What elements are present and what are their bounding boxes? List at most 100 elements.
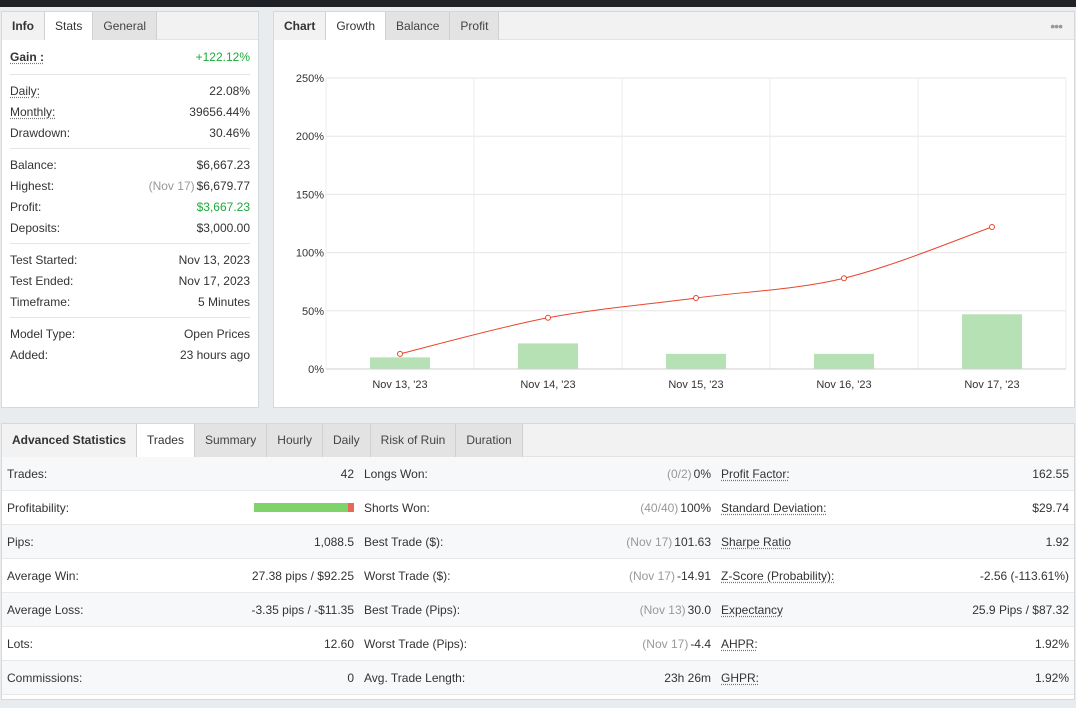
average-loss-row: Average Loss: -3.35 pips / -$11.35	[2, 593, 359, 627]
growth-point	[989, 223, 995, 230]
profitability-bar-win	[254, 503, 348, 512]
profitability-bar	[254, 503, 354, 512]
best-trade-pips-row: Best Trade (Pips): (Nov 13) 30.0	[359, 593, 716, 627]
test-started-row: Test Started: Nov 13, 2023	[10, 249, 250, 270]
x-tick-label: Nov 14, '23	[520, 379, 575, 391]
standard-deviation-label[interactable]: Standard Deviation:	[721, 500, 827, 515]
tab-duration[interactable]: Duration	[456, 424, 523, 457]
standard-deviation-row: Standard Deviation: $29.74	[716, 491, 1074, 525]
stats-column-3: Profit Factor: 162.55 Standard Deviation…	[716, 457, 1074, 695]
tab-general[interactable]: General	[93, 12, 158, 40]
monthly-row: Monthly: 39656.44%	[10, 101, 250, 122]
tab-daily[interactable]: Daily	[322, 424, 371, 457]
monthly-label[interactable]: Monthly:	[10, 104, 56, 119]
pips-label: Pips:	[7, 534, 34, 549]
profit-row: Profit: $3,667.23	[10, 196, 250, 217]
tab-growth[interactable]: Growth	[326, 12, 387, 40]
highest-row: Highest: (Nov 17) $6,679.77	[10, 175, 250, 196]
chart-tabs: Chart Growth Balance Profit	[274, 12, 1074, 40]
expectancy-label[interactable]: Expectancy	[721, 602, 784, 617]
balance-value: $6,667.23	[196, 157, 250, 172]
gain-label[interactable]: Gain :	[10, 50, 45, 64]
info-tabs: Info Stats General	[2, 12, 258, 40]
deposits-label: Deposits:	[10, 220, 61, 235]
balance-label: Balance:	[10, 157, 57, 172]
profitability-row: Profitability:	[2, 491, 359, 525]
timeframe-value: 5 Minutes	[197, 294, 250, 309]
avg-trade-length-value: 23h 26m	[664, 670, 711, 685]
tab-advanced-statistics[interactable]: Advanced Statistics	[2, 424, 138, 457]
y-tick-label: 200%	[296, 131, 324, 143]
tab-balance[interactable]: Balance	[386, 12, 451, 40]
stats-column-1: Trades: 42 Profitability: Pips: 1,088.5 …	[2, 457, 359, 695]
ahpr-label[interactable]: AHPR:	[721, 636, 758, 651]
commissions-row: Commissions: 0	[2, 661, 359, 695]
z-score-value: -2.56 (-113.61%)	[979, 568, 1069, 583]
info-panel: Info Stats General Gain : +122.12% Daily…	[1, 11, 259, 408]
timeframe-row: Timeframe: 5 Minutes	[10, 291, 250, 312]
pips-row: Pips: 1,088.5	[2, 525, 359, 559]
ghpr-value: 1.92%	[1034, 670, 1069, 685]
best-trade-pips-label: Best Trade (Pips):	[364, 602, 461, 617]
test-ended-row: Test Ended: Nov 17, 2023	[10, 270, 250, 291]
worst-trade-pips-value: -4.4	[690, 636, 711, 651]
expectancy-value: 25.9 Pips / $87.32	[972, 602, 1069, 617]
tab-info[interactable]: Info	[2, 12, 45, 40]
lots-label: Lots:	[7, 636, 34, 651]
test-started-label: Test Started:	[10, 252, 78, 267]
worst-trade-usd-date: (Nov 17)	[628, 568, 675, 583]
profit-value: $3,667.23	[196, 199, 250, 214]
growth-bar	[666, 353, 726, 369]
ahpr-value: 1.92%	[1034, 636, 1069, 651]
more-menu-icon[interactable]: •••	[1050, 18, 1063, 34]
test-ended-label: Test Ended:	[10, 273, 74, 288]
advanced-grid: Trades: 42 Profitability: Pips: 1,088.5 …	[2, 457, 1074, 695]
longs-won-value: 0%	[693, 466, 711, 481]
z-score-label[interactable]: Z-Score (Probability):	[721, 568, 835, 583]
deposits-value: $3,000.00	[196, 220, 250, 235]
worst-trade-pips-row: Worst Trade (Pips): (Nov 17) -4.4	[359, 627, 716, 661]
tab-trades[interactable]: Trades	[137, 424, 195, 457]
model-type-value: Open Prices	[183, 326, 250, 341]
ghpr-row: GHPR: 1.92%	[716, 661, 1074, 695]
best-trade-pips-date: (Nov 13)	[639, 602, 686, 617]
average-win-label: Average Win:	[7, 568, 79, 583]
lots-value: 12.60	[323, 636, 354, 651]
sharpe-ratio-value: 1.92	[1045, 534, 1069, 549]
x-tick-label: Nov 13, '23	[372, 379, 427, 391]
average-loss-label: Average Loss:	[7, 602, 84, 617]
y-tick-label: 100%	[296, 248, 324, 260]
highest-date: (Nov 17)	[148, 178, 195, 193]
x-tick-label: Nov 16, '23	[816, 379, 871, 391]
profit-label: Profit:	[10, 199, 42, 214]
growth-point	[841, 275, 847, 282]
advanced-tabs: Advanced Statistics Trades Summary Hourl…	[2, 424, 1074, 457]
best-trade-usd-value: 101.63	[674, 534, 711, 549]
average-loss-value: -3.35 pips / -$11.35	[251, 602, 354, 617]
tab-risk-of-ruin[interactable]: Risk of Ruin	[370, 424, 457, 457]
tab-chart[interactable]: Chart	[274, 12, 327, 40]
shorts-won-count: (40/40)	[640, 500, 679, 515]
drawdown-row: Drawdown: 30.46%	[10, 122, 250, 143]
advanced-statistics-panel: Advanced Statistics Trades Summary Hourl…	[1, 423, 1075, 700]
tab-stats[interactable]: Stats	[45, 12, 94, 40]
daily-label[interactable]: Daily:	[10, 83, 41, 98]
chart-panel: Chart Growth Balance Profit ••• 0% 50% 100…	[273, 11, 1075, 408]
added-value: 23 hours ago	[179, 347, 250, 362]
gain-row: Gain : +122.12%	[10, 40, 250, 74]
balance-row: Balance: $6,667.23	[10, 154, 250, 175]
model-type-row: Model Type: Open Prices	[10, 323, 250, 344]
profitability-bar-loss	[348, 503, 354, 512]
profit-factor-label[interactable]: Profit Factor:	[721, 466, 790, 481]
ghpr-label[interactable]: GHPR:	[721, 670, 760, 685]
profit-factor-row: Profit Factor: 162.55	[716, 457, 1074, 491]
tab-summary[interactable]: Summary	[194, 424, 268, 457]
tab-hourly[interactable]: Hourly	[267, 424, 323, 457]
tab-profit[interactable]: Profit	[450, 12, 500, 40]
drawdown-label: Drawdown:	[10, 125, 71, 140]
sharpe-ratio-label[interactable]: Sharpe Ratio	[721, 534, 792, 549]
worst-trade-pips-date: (Nov 17)	[642, 636, 689, 651]
daily-value: 22.08%	[209, 83, 250, 98]
best-trade-usd-row: Best Trade ($): (Nov 17) 101.63	[359, 525, 716, 559]
profit-factor-value: 162.55	[1032, 466, 1069, 481]
